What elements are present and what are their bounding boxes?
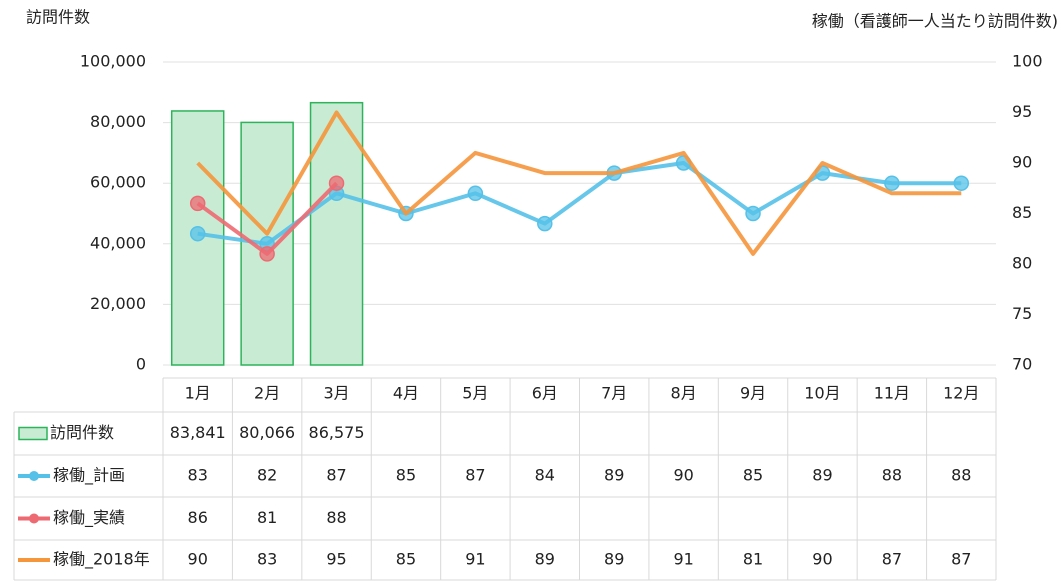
table-cell: 91 — [465, 550, 485, 569]
y-tick-label: 20,000 — [90, 294, 146, 313]
legend-label: 稼働_計画 — [53, 466, 125, 486]
y2-tick-label: 85 — [1012, 203, 1032, 222]
marker — [328, 175, 345, 191]
x-tick-label: 9月 — [740, 384, 766, 403]
table-cell: 80,066 — [239, 423, 295, 442]
marker — [745, 205, 761, 222]
table-cell: 91 — [673, 550, 693, 569]
table-cell: 83,841 — [170, 423, 226, 442]
x-tick-label: 2月 — [254, 384, 280, 403]
table-cell: 85 — [743, 466, 763, 485]
y2-tick-label: 90 — [1012, 153, 1032, 172]
legend-label: 訪問件数 — [50, 423, 114, 442]
table-cell: 87 — [882, 550, 902, 569]
table-cell: 85 — [396, 466, 416, 485]
x-tick-label: 3月 — [323, 384, 349, 403]
y-axis-title: 訪問件数 — [26, 8, 90, 27]
y2-tick-label: 95 — [1012, 102, 1032, 121]
table-cell: 88 — [882, 466, 902, 485]
x-tick-label: 4月 — [393, 384, 419, 403]
legend-key — [18, 426, 48, 441]
table-cell: 88 — [326, 508, 346, 527]
marker — [537, 215, 553, 232]
x-tick-label: 5月 — [462, 384, 488, 403]
x-tick-label: 10月 — [804, 384, 840, 403]
line — [197, 161, 962, 246]
y-tick-label: 0 — [136, 355, 146, 374]
table-cell: 95 — [326, 550, 346, 569]
table-cell: 81 — [257, 508, 277, 527]
marker — [953, 175, 970, 191]
y2-tick-label: 80 — [1012, 254, 1032, 273]
legend-label: 稼働_2018年 — [53, 550, 150, 570]
table-cell: 90 — [673, 466, 693, 485]
x-tick-label: 1月 — [185, 384, 211, 403]
table-cell: 89 — [535, 550, 555, 569]
table-cell: 84 — [535, 466, 555, 485]
table-cell: 88 — [951, 466, 971, 485]
table-cell: 87 — [465, 466, 485, 485]
table-cell: 90 — [188, 550, 208, 569]
table-cell: 87 — [326, 466, 346, 485]
y-tick-label: 60,000 — [90, 173, 146, 192]
table-cell: 81 — [743, 550, 763, 569]
legend-key — [29, 513, 39, 524]
table-cell: 86,575 — [309, 423, 365, 442]
marker — [189, 195, 206, 212]
marker — [259, 246, 275, 262]
table-cell: 82 — [257, 466, 277, 485]
table-cell: 85 — [396, 550, 416, 569]
table-cell: 90 — [812, 550, 832, 569]
table-cell: 89 — [604, 466, 624, 485]
y2-tick-label: 70 — [1012, 355, 1032, 374]
x-tick-label: 12月 — [943, 384, 979, 403]
x-tick-label: 8月 — [671, 384, 697, 403]
table-cell: 83 — [188, 466, 208, 485]
x-tick-label: 7月 — [601, 384, 627, 403]
table-cell: 87 — [951, 550, 971, 569]
y-tick-label: 100,000 — [80, 52, 146, 71]
y-tick-label: 80,000 — [90, 112, 146, 131]
table-cell: 86 — [188, 508, 208, 527]
marker — [467, 185, 484, 202]
table-cell: 83 — [257, 550, 277, 569]
y2-tick-label: 100 — [1012, 52, 1043, 71]
x-tick-label: 11月 — [874, 384, 910, 403]
y-tick-label: 40,000 — [90, 233, 146, 252]
table-cell: 89 — [812, 466, 832, 485]
legend-key — [29, 471, 39, 481]
y2-axis-title: 稼働（看護師一人当たり訪問件数) — [812, 12, 1058, 31]
table-cell: 89 — [604, 550, 624, 569]
x-tick-label: 6月 — [532, 384, 558, 403]
y2-tick-label: 75 — [1012, 304, 1032, 323]
line — [196, 110, 962, 256]
marker — [884, 175, 900, 191]
legend-label: 稼働_実績 — [53, 508, 125, 528]
marker — [189, 225, 206, 242]
